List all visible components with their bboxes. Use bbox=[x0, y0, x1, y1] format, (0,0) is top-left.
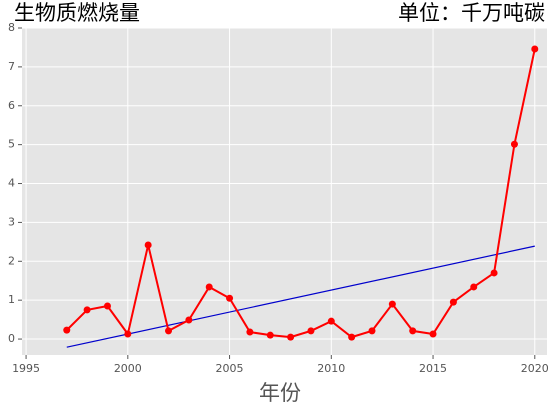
data-point bbox=[246, 328, 254, 336]
data-point bbox=[205, 283, 213, 291]
y-tick-label: 3 bbox=[8, 215, 15, 228]
y-tick-label: 4 bbox=[8, 177, 15, 190]
y-tick-label: 8 bbox=[8, 21, 15, 34]
data-point bbox=[287, 333, 295, 341]
unit-label: 单位：千万吨碳 bbox=[398, 1, 545, 25]
data-point bbox=[144, 241, 152, 249]
data-point bbox=[165, 327, 173, 335]
plot-area bbox=[22, 28, 547, 355]
data-point bbox=[307, 327, 315, 335]
data-point bbox=[409, 327, 417, 335]
y-tick-label: 2 bbox=[8, 254, 15, 267]
x-tick-label: 2015 bbox=[419, 362, 447, 375]
data-point bbox=[470, 283, 478, 291]
data-point bbox=[449, 298, 457, 306]
data-point bbox=[510, 140, 518, 148]
x-tick-label: 2010 bbox=[317, 362, 345, 375]
data-point bbox=[327, 317, 335, 325]
data-point bbox=[368, 327, 376, 335]
data-line bbox=[66, 48, 536, 339]
data-point bbox=[266, 331, 274, 339]
trend-line bbox=[66, 245, 535, 348]
data-point bbox=[429, 330, 437, 338]
data-point bbox=[490, 269, 498, 277]
x-tick-label: 2000 bbox=[114, 362, 142, 375]
y-tick-label: 5 bbox=[8, 138, 15, 151]
x-tick-label: 1995 bbox=[12, 362, 40, 375]
y-tick-label: 7 bbox=[8, 60, 15, 73]
data-point bbox=[63, 326, 71, 334]
data-point bbox=[83, 306, 91, 314]
x-tick-label: 2005 bbox=[216, 362, 244, 375]
data-point bbox=[124, 330, 132, 338]
y-tick-label: 1 bbox=[8, 293, 15, 306]
data-point bbox=[103, 302, 111, 310]
data-point bbox=[388, 300, 396, 308]
data-point bbox=[531, 45, 539, 53]
x-tick-label: 2020 bbox=[521, 362, 549, 375]
x-axis-label: 年份 bbox=[259, 381, 301, 405]
y-tick-label: 6 bbox=[8, 99, 15, 112]
y-tick-label: 0 bbox=[8, 332, 15, 345]
chart-title: 生物质燃烧量 bbox=[14, 1, 140, 25]
data-point bbox=[348, 333, 356, 341]
data-point bbox=[226, 294, 234, 302]
data-point bbox=[185, 316, 193, 324]
